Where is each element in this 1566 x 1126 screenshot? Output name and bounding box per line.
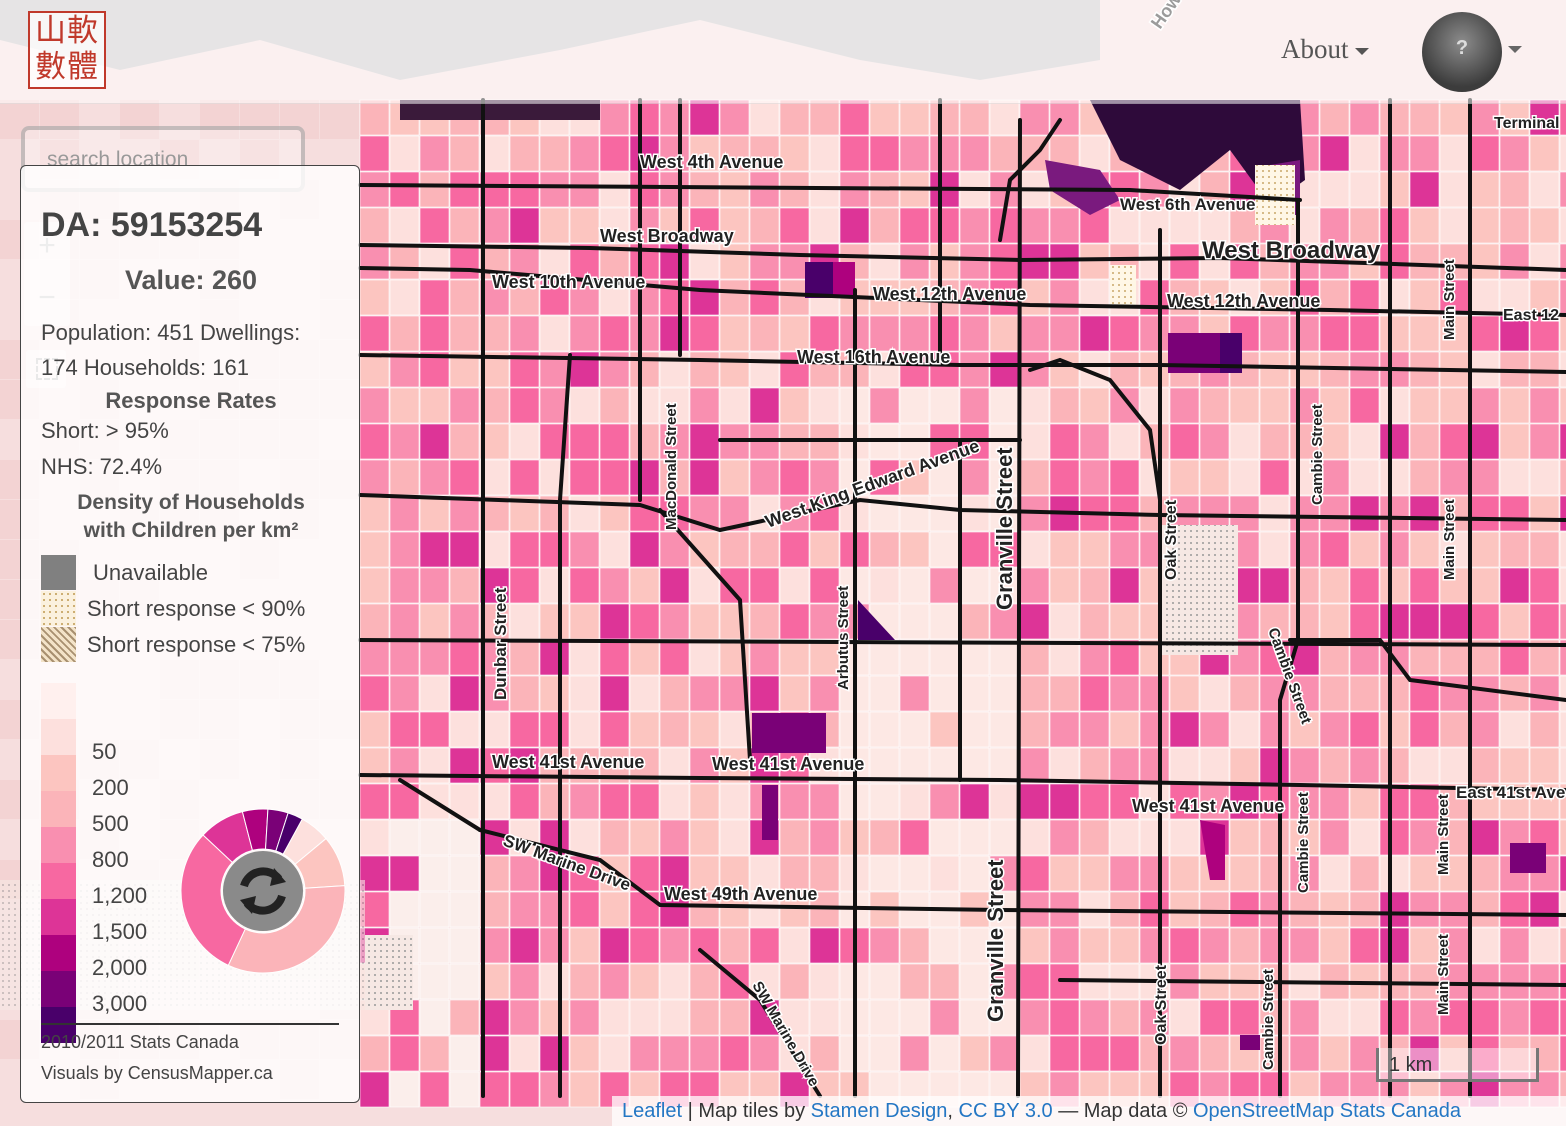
panel-divider: [41, 1023, 339, 1025]
legend-label-unavailable: Unavailable: [93, 560, 208, 585]
street-label: West 6th Avenue: [1120, 195, 1255, 214]
tiles-prefix: | Map tiles by: [682, 1100, 811, 1122]
scale-swatch: [41, 719, 76, 755]
street-label: West 12th Avenue: [873, 284, 1026, 304]
street-label: East 41st Ave: [1456, 783, 1565, 802]
legend-label-short-90: Short response < 90%: [87, 596, 306, 621]
scale-swatch: [41, 935, 76, 971]
data-prefix: — Map data ©: [1052, 1100, 1193, 1122]
attrib-sep: ,: [947, 1100, 959, 1122]
about-label[interactable]: About: [1281, 34, 1349, 64]
street-label: Cambie Street: [1260, 969, 1277, 1070]
top-navbar: 山軟數體 About ?: [0, 0, 1566, 104]
scale-label: 50: [92, 739, 117, 764]
street-label: West Broadway: [1202, 237, 1381, 264]
street-label: Main Street: [1435, 794, 1452, 875]
street-label: West 49th Avenue: [664, 884, 817, 904]
site-logo[interactable]: 山軟數體: [28, 11, 106, 89]
scale-swatch: [41, 683, 76, 719]
legend-swatch-unavailable: [41, 555, 76, 590]
street-label: West 41st Avenue: [492, 752, 644, 772]
street-label: Oak Street: [1153, 964, 1170, 1045]
households-line: 174 Households: 161: [41, 355, 249, 380]
street-label: Main Street: [1441, 499, 1458, 580]
street-label: West 4th Avenue: [640, 152, 783, 172]
scale-swatch: [41, 755, 76, 791]
road-network: [358, 98, 1566, 1098]
map-scale-bar: 1 km: [1376, 1048, 1539, 1082]
value-text: Value: 260: [124, 265, 258, 295]
refresh-icon: [240, 867, 286, 915]
stamen-link[interactable]: Stamen Design: [810, 1100, 948, 1122]
osm-link[interactable]: OpenStreetMap Stats Canada: [1193, 1100, 1461, 1122]
street-label: MacDonald Street: [663, 403, 680, 530]
scale-label: 500: [92, 811, 129, 836]
density-donut-chart[interactable]: [178, 806, 348, 976]
user-avatar[interactable]: ?: [1422, 12, 1502, 92]
street-label: West Broadway: [600, 226, 734, 246]
street-label: West 12th Avenue: [1167, 291, 1320, 311]
street-label: East 12: [1503, 307, 1559, 324]
street-label: Main Street: [1441, 259, 1458, 340]
street-label: Arbutus Street: [835, 586, 852, 690]
density-title: Density of Households with Children per k…: [21, 489, 361, 545]
response-rates-heading: Response Rates: [105, 388, 277, 413]
scale-label: 1,500: [92, 919, 148, 944]
donut-slice[interactable]: [180, 834, 246, 966]
street-label: Oak Street: [1163, 499, 1180, 580]
avatar-chevron-down-icon[interactable]: [1508, 46, 1522, 53]
scale-label: 200: [92, 775, 129, 800]
scale-swatch: [41, 899, 76, 935]
donut-slice[interactable]: [275, 812, 303, 855]
street-label: West 16th Avenue: [797, 347, 950, 367]
scale-label: 1 km: [1389, 1054, 1433, 1076]
source-credit: 2010/2011 Stats Canada: [41, 1032, 239, 1052]
scale-label: 1,200: [92, 883, 148, 908]
street-label: Dunbar Street: [491, 587, 510, 700]
nhs-response-rate: NHS: 72.4%: [41, 454, 163, 479]
legend-swatch-dots: [41, 591, 76, 626]
street-label: West 41st Avenue: [712, 754, 864, 774]
legend-swatch-hatch: [41, 627, 76, 662]
donut-slice[interactable]: [227, 885, 346, 974]
scale-swatch: [41, 827, 76, 863]
street-label: Cambie Street: [1309, 404, 1326, 505]
street-label: West 10th Avenue: [492, 272, 645, 292]
chevron-down-icon: [1354, 48, 1369, 56]
population-line: Population: 451 Dwellings:: [41, 320, 301, 345]
scale-swatch: [41, 1007, 76, 1043]
scale-label: 800: [92, 847, 129, 872]
scale-label: 2,000: [92, 955, 148, 980]
street-label: Granville Street: [992, 447, 1017, 610]
short-response-rate: Short: > 95%: [41, 418, 169, 443]
about-menu[interactable]: About: [1281, 34, 1369, 65]
refresh-button[interactable]: [223, 851, 303, 931]
cc-link[interactable]: CC BY 3.0: [958, 1100, 1053, 1122]
leaflet-link[interactable]: Leaflet: [622, 1100, 683, 1122]
legend-label-short-75: Short response < 75%: [87, 632, 306, 657]
street-label: Cambie Street: [1295, 792, 1312, 893]
avatar-question-icon: ?: [1455, 37, 1469, 59]
scale-swatch: [41, 791, 76, 827]
street-label: West 41st Avenue: [1132, 796, 1284, 816]
info-legend-panel: DA: 59153254 Value: 260 Population: 451 …: [20, 165, 360, 1103]
street-label: Main Street: [1435, 934, 1452, 1015]
street-label: Granville Street: [983, 859, 1008, 1022]
visuals-credit: Visuals by CensusMapper.ca: [41, 1063, 273, 1083]
da-title: DA: 59153254: [41, 206, 263, 244]
density-title-line-2: with Children per km²: [83, 519, 299, 542]
dense-area: [1090, 100, 1305, 205]
street-label: Terminal: [1494, 115, 1560, 132]
scale-swatch: [41, 863, 76, 899]
density-title-line-1: Density of Households: [77, 491, 305, 514]
map-attribution: Leaflet | Map tiles by Stamen Design, CC…: [612, 1096, 1566, 1126]
scale-label: 3,000: [92, 991, 148, 1016]
scale-swatch: [41, 971, 76, 1007]
